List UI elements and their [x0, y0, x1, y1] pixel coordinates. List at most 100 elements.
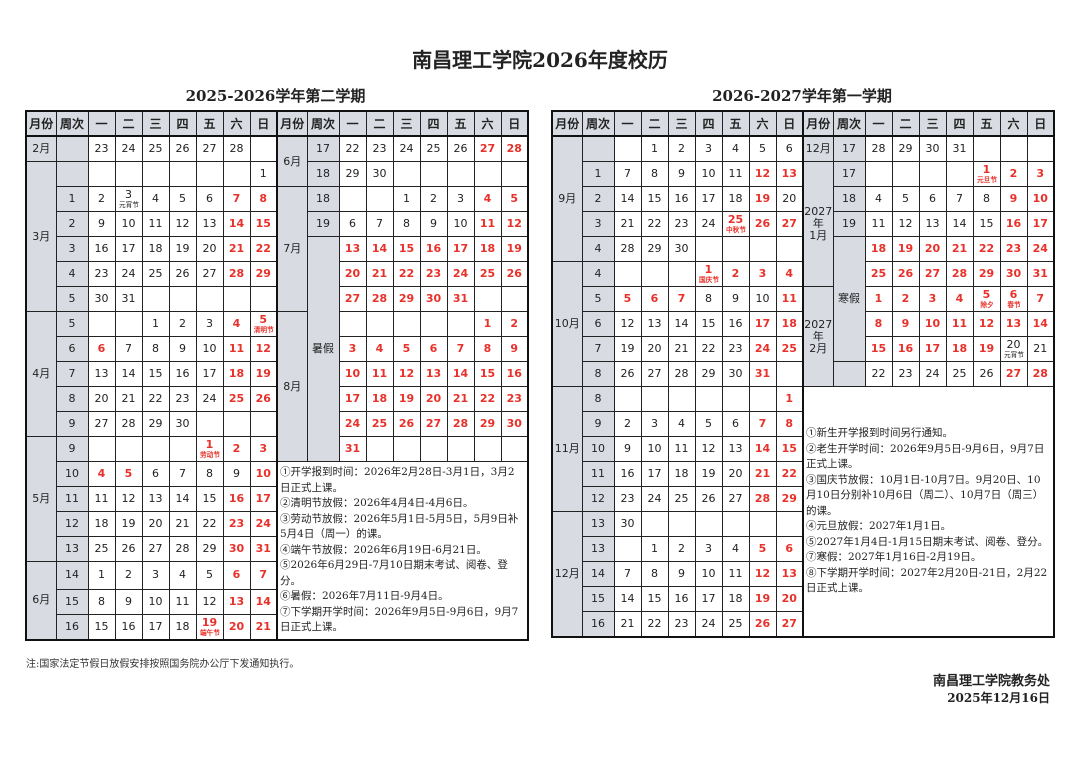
day-number: 4: [785, 267, 794, 280]
semester-title-fall: 2026-2027学年第一学期: [712, 87, 892, 105]
day-cell: 11: [222, 336, 251, 362]
day-number: 21: [228, 242, 245, 255]
day-number: 10: [255, 467, 271, 480]
day-cell: [446, 161, 475, 187]
day-cell: 12: [500, 211, 529, 237]
day-cell: 27: [195, 261, 224, 287]
day-cell: 3: [694, 536, 723, 562]
day-cell: 18: [945, 336, 974, 362]
day-cell: 30: [222, 536, 251, 562]
day-cell: 28: [1026, 361, 1055, 387]
day-number: 30: [728, 367, 743, 380]
day-cell: 13: [775, 561, 804, 587]
day-cell: 10: [338, 361, 367, 387]
day-cell: [365, 436, 394, 462]
calendar-row: 6月 14 1 2 3 4 5 6 7: [25, 561, 528, 640]
day-cell: 8: [640, 561, 669, 587]
day-cell: [392, 161, 421, 187]
day-number: 23: [94, 267, 109, 280]
day-number: 14: [620, 192, 635, 205]
day-cell: 1: [775, 386, 804, 412]
day-cell: 1: [864, 286, 893, 312]
day-number: 21: [620, 217, 635, 230]
day-cell: 18: [864, 236, 893, 262]
day-number: 30: [925, 142, 940, 155]
day-number: 17: [647, 467, 662, 480]
day-number: 1: [785, 392, 794, 405]
day-number: 19: [978, 342, 995, 355]
day-cell: 28: [500, 135, 529, 162]
day-number: 19: [620, 342, 635, 355]
day-number: 28: [229, 142, 244, 155]
day-number: 4: [179, 568, 186, 582]
day-number: 6: [206, 192, 213, 205]
week-number: 4: [581, 236, 615, 262]
day-cell: 20: [918, 236, 947, 262]
column-header: 月份: [802, 110, 834, 137]
column-header: 周次: [306, 110, 340, 137]
day-cell: 3: [918, 286, 947, 312]
day-number: 26: [175, 267, 190, 280]
day-cell: 14: [748, 436, 777, 462]
day-cell: [775, 361, 804, 387]
day-cell: 21: [613, 211, 642, 237]
day-number: 10: [701, 567, 716, 580]
day-cell: 17: [338, 386, 367, 412]
note-item: ③国庆节放假：10月1日-10月7日。9月20日、10月10日分别补10月6日（…: [806, 473, 1044, 517]
day-number: 17: [148, 619, 163, 633]
day-number: 7: [624, 567, 631, 580]
day-number: 6: [929, 192, 936, 205]
day-number: 13: [781, 567, 797, 580]
day-cell: 22: [694, 336, 723, 362]
day-cell: 25: [721, 611, 750, 638]
calendar-row: 7 19 20 21 22 23 24 25 15 16 17 18 19 20 元宵节 21: [552, 336, 1055, 362]
day-number: 3: [348, 342, 357, 355]
column-header: 六: [222, 110, 251, 137]
day-cell: [667, 511, 696, 537]
day-cell: 18: [222, 361, 251, 387]
day-cell: 20: [775, 186, 804, 212]
day-number: 5: [759, 142, 766, 155]
day-number: 10: [1032, 192, 1048, 205]
week-number: 1: [581, 161, 615, 187]
week-number: 18: [306, 161, 340, 187]
day-number: 16: [674, 592, 689, 605]
note-item: ④端午节放假：2026年6月19日-6月21日。: [280, 543, 487, 556]
day-number: 22: [647, 617, 662, 630]
day-cell: 29: [972, 261, 1001, 287]
day-number: 20: [344, 267, 361, 280]
day-number: 5: [758, 542, 767, 555]
day-number: 20: [924, 242, 941, 255]
week-number: 11: [581, 461, 615, 487]
day-number: 8: [651, 567, 658, 580]
day-number: 8: [152, 342, 159, 355]
day-cell: 29: [195, 536, 224, 562]
day-number: 21: [175, 517, 190, 530]
calendar-row: 8 26 27 28 29 30 31 22 23 24 25 26 27 28: [552, 361, 1055, 387]
day-number: 18: [371, 392, 388, 405]
day-cell: 5: [694, 411, 723, 437]
day-cell: 8: [473, 336, 502, 362]
day-cell: 7: [613, 561, 642, 587]
calendar-row: 12月 13 30: [551, 511, 1054, 638]
day-cell: 13: [775, 161, 804, 187]
day-cell: 16: [999, 211, 1028, 237]
calendar-row: 1 7 8 9 10 11 12 13 2027 年 1月 17 1 元旦节 2 3: [552, 161, 1055, 287]
day-number: 4: [232, 317, 241, 330]
day-number: 4: [732, 542, 739, 555]
day-number: 28: [620, 242, 635, 255]
day-number: 18: [148, 242, 163, 255]
day-number: 22: [978, 242, 995, 255]
week-number: 5: [55, 286, 89, 312]
day-cell: 11: [168, 588, 197, 615]
day-cell: 18: [473, 236, 502, 262]
day-cell: [945, 161, 974, 187]
day-number: 15: [647, 592, 662, 605]
day-number: 10: [647, 442, 662, 455]
day-cell: 31: [748, 361, 777, 387]
day-cell: 29: [473, 411, 502, 437]
week-number: 9: [55, 411, 89, 437]
day-number: 23: [674, 617, 689, 630]
column-header: 月份: [551, 110, 583, 137]
day-cell: 30: [667, 236, 696, 262]
